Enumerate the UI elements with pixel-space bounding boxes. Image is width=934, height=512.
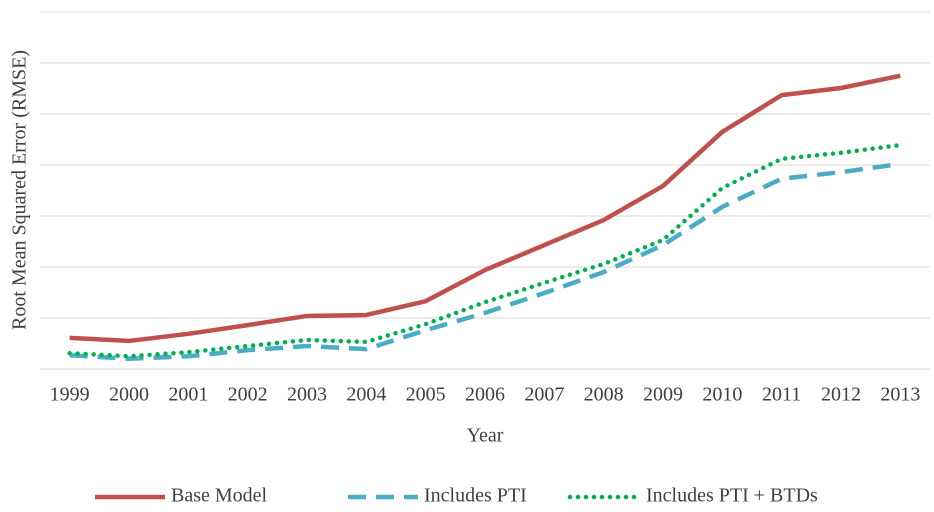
x-tick-label: 2012 <box>821 384 861 406</box>
x-tick-label: 2013 <box>880 384 920 406</box>
x-tick-label: 2010 <box>702 384 742 406</box>
series-line <box>67 142 903 359</box>
x-tick-label: 2001 <box>168 384 208 406</box>
x-tick-label: 2006 <box>465 384 505 406</box>
x-tick-label: 2008 <box>584 384 624 406</box>
legend-label: Includes PTI + BTDs <box>646 485 818 507</box>
series-line <box>69 161 901 362</box>
x-axis-label: Year <box>467 425 504 447</box>
legend-label: Includes PTI <box>424 485 527 507</box>
series-line <box>69 73 901 344</box>
x-tick-label: 2009 <box>643 384 683 406</box>
x-tick-label: 1999 <box>50 384 90 406</box>
legend-label: Base Model <box>171 485 268 507</box>
x-tick-label: 2003 <box>287 384 327 406</box>
x-tick-label: 2005 <box>406 384 446 406</box>
x-tick-label: 2000 <box>109 384 149 406</box>
x-tick-label: 2002 <box>228 384 268 406</box>
x-tick-label: 2011 <box>762 384 801 406</box>
x-tick-label: 2007 <box>524 384 564 406</box>
x-tick-label: 2004 <box>346 384 386 406</box>
y-axis-label: Root Mean Squared Error (RMSE) <box>9 50 31 330</box>
